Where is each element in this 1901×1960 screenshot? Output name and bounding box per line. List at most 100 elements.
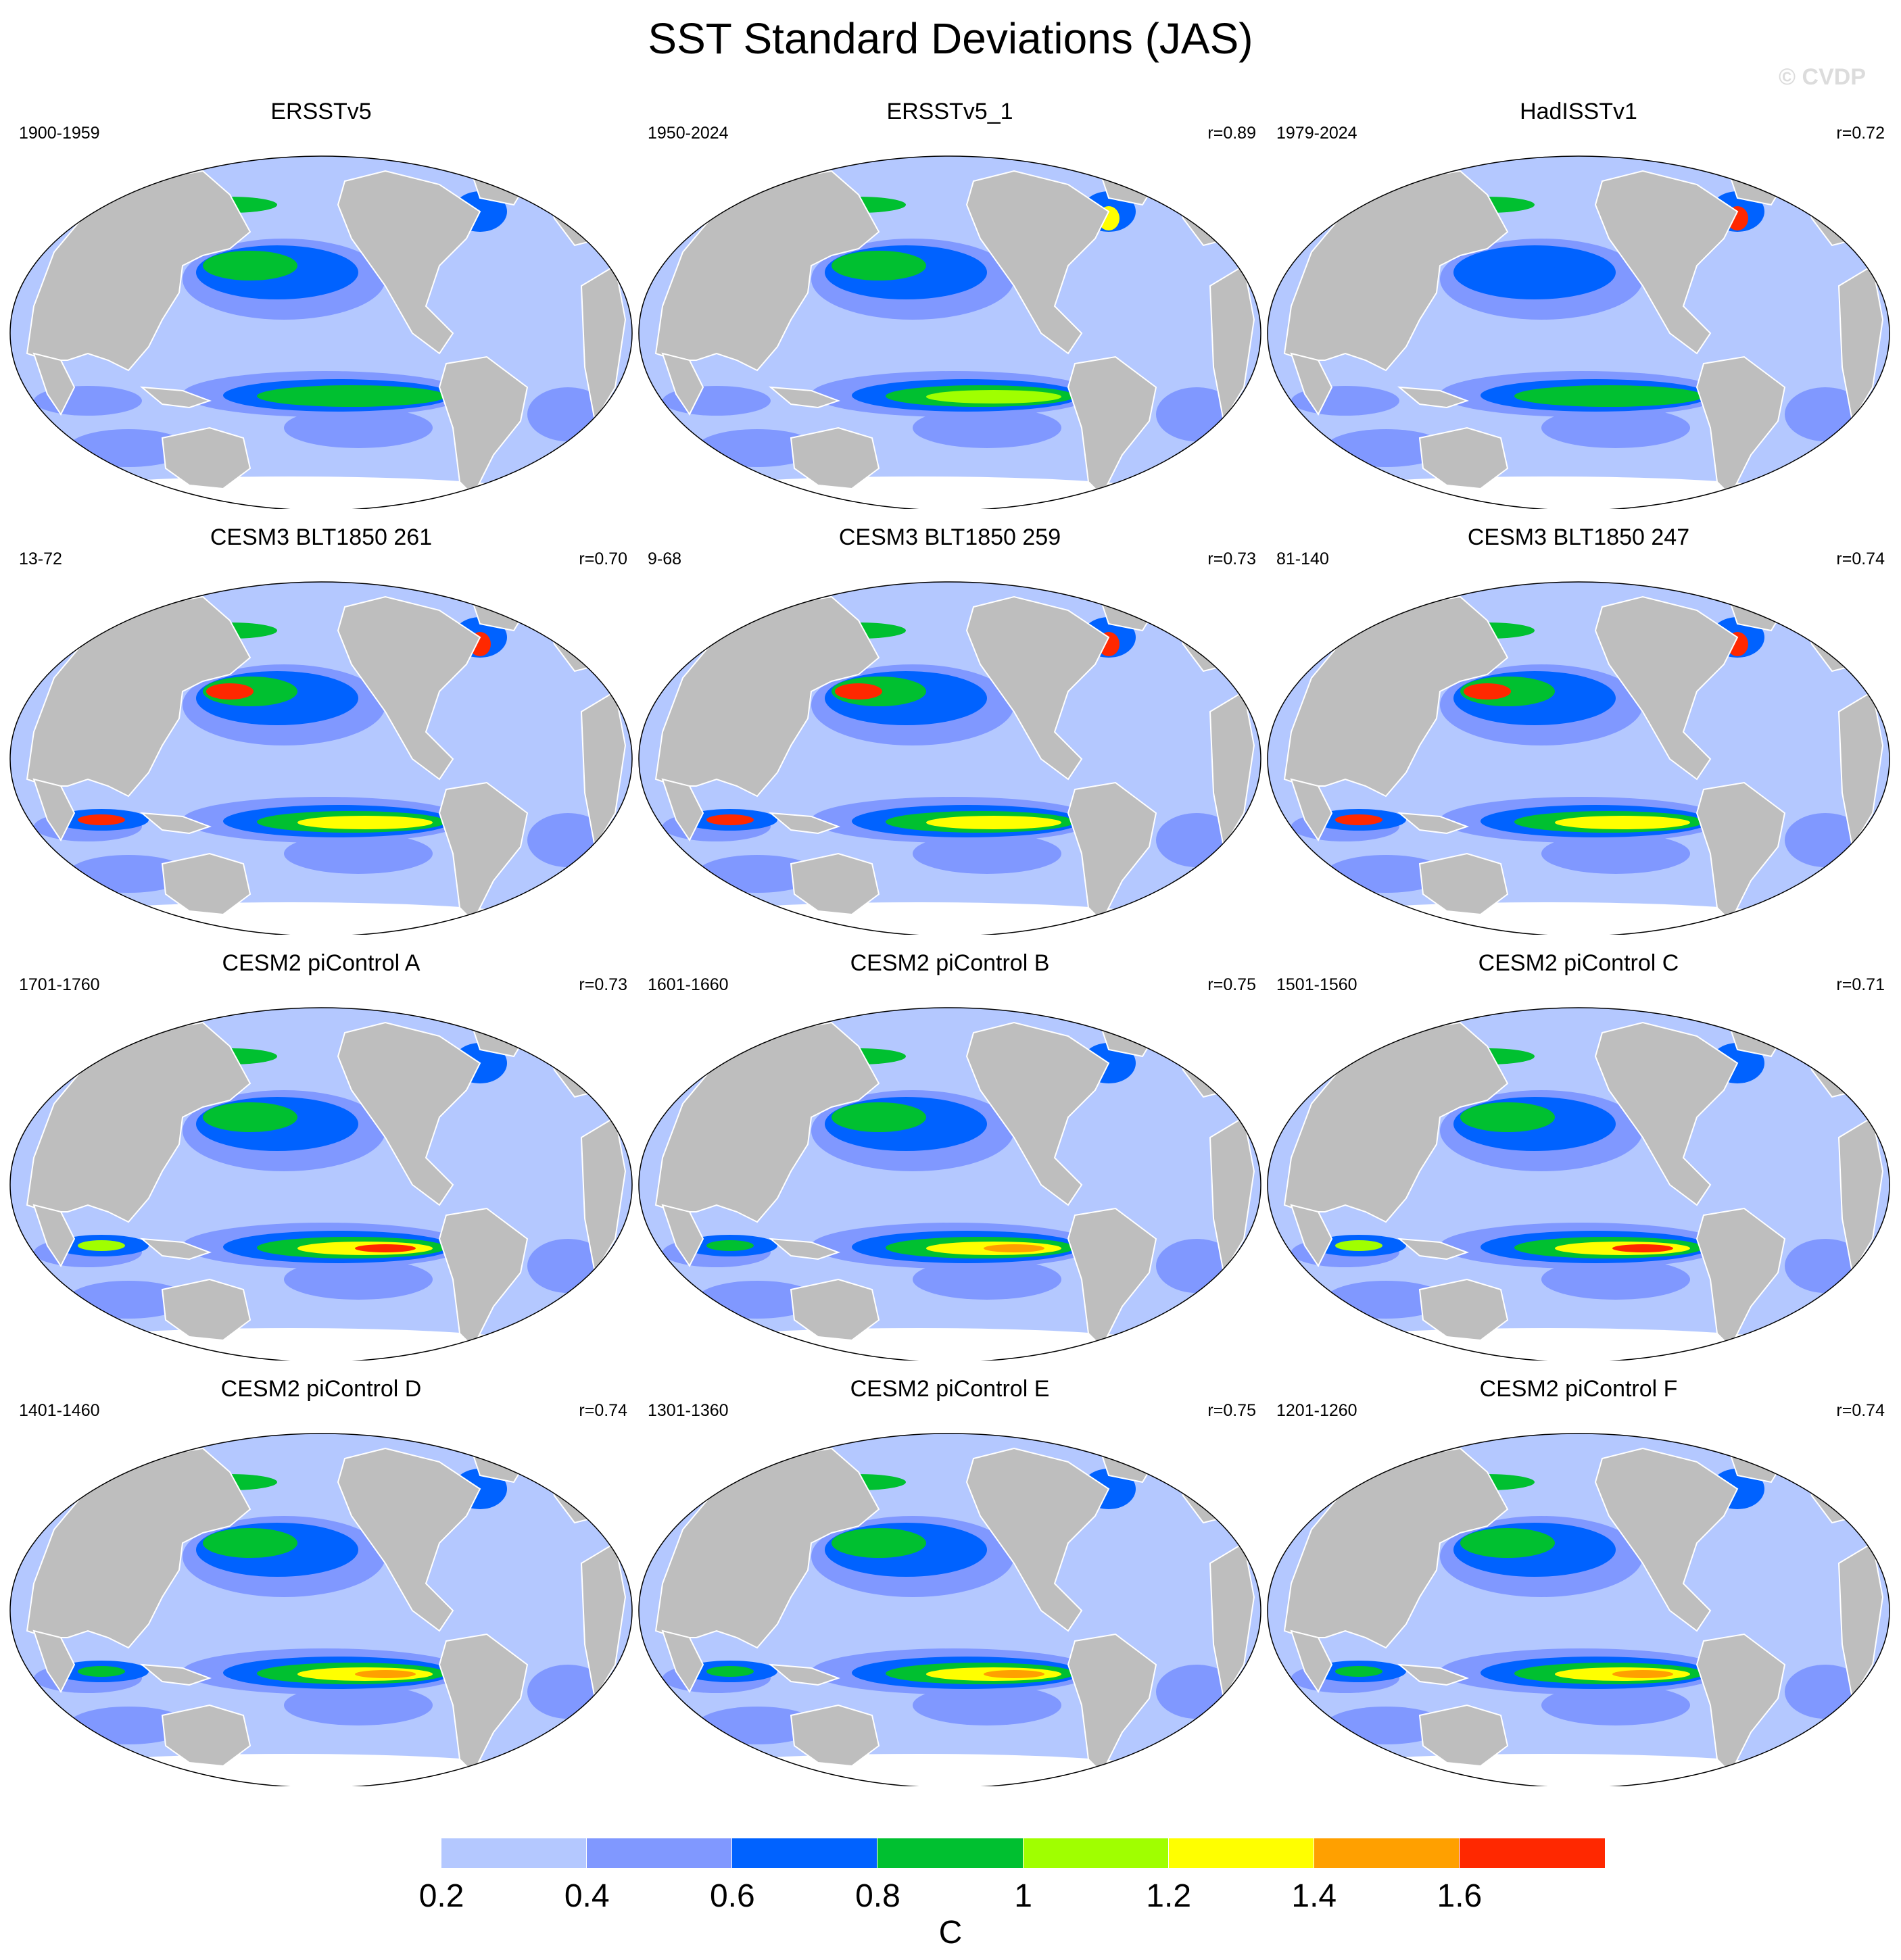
- maritime-continent: [1397, 1238, 1469, 1260]
- panel-correlation-label: r=0.73: [1207, 549, 1256, 568]
- indian-subcontinent: [32, 1204, 76, 1267]
- panel-title: CESM2 piControl E: [850, 1376, 1050, 1402]
- enso-peak: [355, 1244, 416, 1252]
- colorbar: 0.2 0.4 0.6 0.8 1 1.2 1.4 1.6 C: [295, 1838, 1606, 1953]
- north-america: [337, 595, 481, 781]
- north-pacific-core: [832, 251, 926, 280]
- figure-title: SST Standard Deviations (JAS): [648, 14, 1253, 63]
- map-panel: HadISSTv1 1979-2024 r=0.72: [1264, 98, 1893, 517]
- indian-subcontinent: [1290, 778, 1333, 841]
- north-pacific-core: [203, 251, 297, 280]
- enso-core: [297, 390, 433, 403]
- enso-core: [1555, 816, 1690, 829]
- australia: [1418, 1278, 1509, 1342]
- south-pacific-patch: [1541, 1685, 1690, 1725]
- australia: [790, 1704, 880, 1767]
- world-map: [1267, 1433, 1890, 1786]
- north-pacific-peak: [1464, 683, 1511, 700]
- panel-title: CESM3 BLT1850 261: [210, 524, 433, 550]
- map-panel: CESM2 piControl F 1201-1260 r=0.74: [1264, 1375, 1893, 1794]
- south-pacific-patch: [1541, 1259, 1690, 1300]
- panel-title: CESM3 BLT1850 247: [1467, 524, 1690, 550]
- panel-correlation-label: r=0.71: [1836, 975, 1885, 994]
- panel-correlation-label: r=0.70: [579, 549, 627, 568]
- south-america: [1067, 781, 1157, 923]
- north-america: [965, 595, 1110, 781]
- enso-peak: [355, 1670, 416, 1678]
- colorbar-tick-label: 0.8: [855, 1878, 900, 1914]
- south-america: [1695, 781, 1786, 923]
- indian-ocean-dipole-core: [78, 814, 125, 825]
- north-america: [965, 1447, 1110, 1632]
- australia: [1418, 852, 1509, 916]
- maritime-continent: [768, 1663, 840, 1686]
- colorbar-box: [1168, 1838, 1315, 1869]
- enso-core: [926, 390, 1061, 403]
- indian-ocean-dipole-core: [78, 1240, 125, 1251]
- panel-years-label: 1979-2024: [1276, 124, 1357, 143]
- maritime-continent: [768, 812, 840, 835]
- australia: [1418, 1704, 1509, 1767]
- indian-subcontinent: [32, 778, 76, 841]
- panel-years-label: 13-72: [19, 549, 62, 568]
- south-america: [438, 356, 529, 497]
- north-pacific-peak: [206, 683, 254, 700]
- map-panel: CESM2 piControl B 1601-1660 r=0.75: [635, 950, 1264, 1369]
- south-america: [438, 781, 529, 923]
- maritime-continent: [139, 1238, 212, 1260]
- enso-core: [297, 816, 433, 829]
- australia: [161, 852, 251, 916]
- maritime-continent: [1397, 1663, 1469, 1686]
- map-panel: ERSSTv5_1 1950-2024 r=0.89: [635, 98, 1264, 517]
- south-america: [1695, 356, 1786, 497]
- australia: [790, 1278, 880, 1342]
- map-panel: CESM2 piControl E 1301-1360 r=0.75: [635, 1375, 1264, 1794]
- map-border: [638, 1007, 1261, 1361]
- australia: [1418, 426, 1509, 490]
- australia: [161, 1704, 251, 1767]
- map-panel: ERSSTv5 1900-1959: [7, 98, 635, 517]
- indian-subcontinent: [661, 1204, 704, 1267]
- colorbar-unit-label: C: [938, 1915, 963, 1951]
- panel-years-label: 1401-1460: [19, 1401, 100, 1420]
- world-map: [9, 581, 633, 935]
- map-border: [638, 581, 1261, 935]
- colorbar-tick-label: 0.6: [709, 1878, 755, 1914]
- indian-ocean-dipole-core: [1335, 1240, 1382, 1251]
- map-border: [638, 1433, 1261, 1786]
- panel-correlation-label: r=0.75: [1207, 975, 1256, 994]
- colorbar-box: [441, 1838, 588, 1869]
- map-border: [1267, 1007, 1890, 1361]
- colorbar-tick-label: 1.2: [1146, 1878, 1192, 1914]
- north-pacific-peak: [835, 683, 882, 700]
- panel-years-label: 81-140: [1276, 549, 1329, 568]
- panel-correlation-label: r=0.72: [1836, 124, 1885, 143]
- colorbar-tick-label: 0.4: [564, 1878, 610, 1914]
- south-america: [1067, 356, 1157, 497]
- north-america: [965, 1021, 1110, 1206]
- indian-ocean-dipole-core: [706, 1240, 754, 1251]
- enso-peak: [984, 1670, 1044, 1678]
- panel-years-label: 1501-1560: [1276, 975, 1357, 994]
- panel-title: CESM2 piControl A: [222, 950, 420, 976]
- indian-subcontinent: [32, 1630, 76, 1693]
- north-pacific-core: [1460, 1102, 1555, 1132]
- enso-peak: [1612, 1670, 1673, 1678]
- cvdp-watermark: © CVDP: [1779, 64, 1866, 90]
- north-pacific-core: [832, 1528, 926, 1558]
- panel-correlation-label: r=0.74: [1836, 1401, 1885, 1420]
- south-america: [438, 1207, 529, 1348]
- north-america: [965, 170, 1110, 355]
- south-america: [438, 1633, 529, 1774]
- world-map: [9, 1433, 633, 1786]
- indian-subcontinent: [32, 352, 76, 416]
- map-panel: CESM3 BLT1850 247 81-140 r=0.74: [1264, 524, 1893, 943]
- panel-correlation-label: r=0.89: [1207, 124, 1256, 143]
- south-pacific-patch: [284, 833, 433, 874]
- north-america: [337, 1447, 481, 1632]
- map-border: [9, 1007, 633, 1361]
- world-map: [638, 155, 1261, 509]
- maritime-continent: [1397, 812, 1469, 835]
- panel-years-label: 9-68: [648, 549, 682, 568]
- panel-title: CESM2 piControl C: [1478, 950, 1679, 976]
